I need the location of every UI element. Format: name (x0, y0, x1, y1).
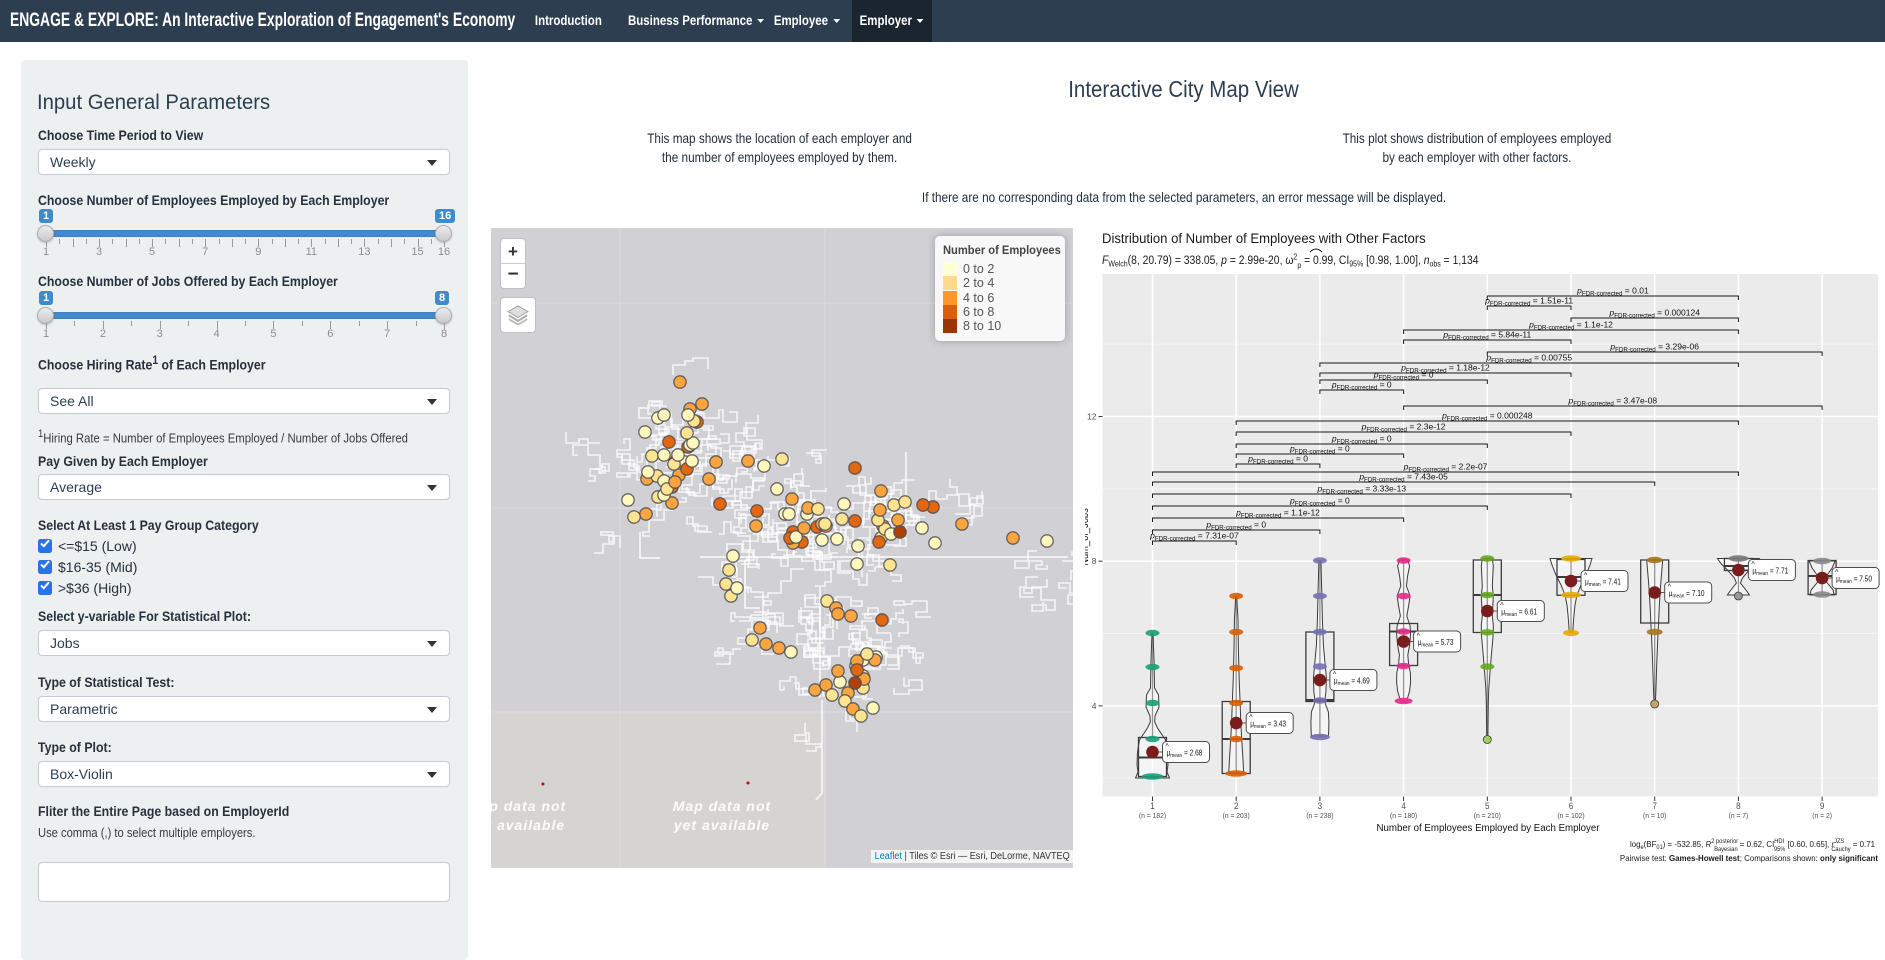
svg-text:pFDR-corrected = 0: pFDR-corrected = 0 (1205, 520, 1266, 532)
svg-text:(n = 10): (n = 10) (1643, 812, 1666, 820)
svg-text:Pairwise test: Games-Howell te: Pairwise test: Games-Howell test; Compar… (1620, 854, 1878, 863)
svg-text:Number of Employees Employed b: Number of Employees Employed by Each Emp… (1376, 823, 1600, 834)
svg-text:(n = 2): (n = 2) (1812, 812, 1832, 820)
svg-text:pFDR-corrected = 5.84e-11: pFDR-corrected = 5.84e-11 (1442, 330, 1531, 342)
svg-text:pFDR-corrected = 7.43e-05: pFDR-corrected = 7.43e-05 (1358, 472, 1448, 484)
svg-text:^: ^ (1835, 570, 1839, 577)
svg-text:pFDR-corrected = 7.31e-07: pFDR-corrected = 7.31e-07 (1149, 531, 1239, 543)
svg-text:^: ^ (1668, 584, 1672, 591)
svg-text:FWelch(8, 20.79) = 338.05, p =: FWelch(8, 20.79) = 338.05, p = 2.99e-20,… (1102, 252, 1478, 270)
svg-text:Num_of_Jobs: Num_of_Jobs (1085, 508, 1091, 566)
svg-text:μmean = 7.10: μmean = 7.10 (1669, 588, 1705, 599)
svg-text:pFDR-corrected = 0.00755: pFDR-corrected = 0.00755 (1485, 353, 1572, 365)
svg-text:yet available: yet available (673, 817, 770, 833)
svg-text:(n = 102): (n = 102) (1557, 812, 1584, 820)
svg-text:^: ^ (1249, 715, 1253, 722)
svg-text:pFDR-corrected = 0: pFDR-corrected = 0 (1289, 444, 1350, 456)
svg-text:μmean = 4.69: μmean = 4.69 (1334, 676, 1370, 687)
svg-text:7: 7 (1652, 801, 1657, 812)
svg-text:^: ^ (1584, 573, 1588, 580)
svg-text:(n = 180): (n = 180) (1390, 812, 1417, 820)
svg-text:pFDR-corrected = 1.1e-12: pFDR-corrected = 1.1e-12 (1528, 320, 1613, 332)
svg-text:(n = 182): (n = 182) (1139, 812, 1166, 820)
svg-text:3: 3 (1318, 801, 1323, 812)
svg-text:^: ^ (1333, 672, 1337, 679)
svg-text:(n = 210): (n = 210) (1474, 812, 1501, 820)
svg-text:pFDR-corrected = 0.000248: pFDR-corrected = 0.000248 (1441, 411, 1533, 423)
svg-text:pFDR-corrected = 1.1e-12: pFDR-corrected = 1.1e-12 (1235, 508, 1320, 520)
svg-text:μmean = 2.68: μmean = 2.68 (1167, 748, 1203, 759)
svg-text:^: ^ (1166, 744, 1170, 751)
svg-text:pFDR-corrected = 2.2e-07: pFDR-corrected = 2.2e-07 (1403, 462, 1488, 474)
svg-text:^: ^ (1417, 633, 1421, 640)
svg-text:pFDR-corrected = 3.47e-08: pFDR-corrected = 3.47e-08 (1568, 396, 1658, 408)
svg-text:pFDR-corrected = 3.29e-06: pFDR-corrected = 3.29e-06 (1609, 342, 1699, 354)
svg-text:(n = 7): (n = 7) (1729, 812, 1749, 820)
svg-text:pFDR-corrected = 3.33e-13: pFDR-corrected = 3.33e-13 (1317, 484, 1407, 496)
svg-text:μmean = 6.61: μmean = 6.61 (1501, 607, 1537, 618)
svg-text:2: 2 (1234, 801, 1239, 812)
svg-text:(n = 238): (n = 238) (1306, 812, 1333, 820)
svg-text:loge(BF01) = -532.85, R2 poste: loge(BF01) = -532.85, R2 posterior Bayesi… (1630, 839, 1875, 853)
svg-text:pFDR-corrected = 1.18e-12: pFDR-corrected = 1.18e-12 (1400, 363, 1490, 375)
svg-text:Map data not: Map data not (673, 798, 772, 814)
svg-text:^: ^ (1751, 562, 1755, 569)
svg-text:μmean = 7.71: μmean = 7.71 (1752, 566, 1788, 577)
svg-text:μmean = 7.41: μmean = 7.41 (1585, 577, 1621, 588)
svg-text:5: 5 (1485, 801, 1490, 812)
svg-text:pFDR-corrected = 0: pFDR-corrected = 0 (1373, 370, 1434, 382)
svg-text:4: 4 (1092, 701, 1097, 711)
svg-text:8: 8 (1736, 801, 1741, 812)
svg-text:pFDR-corrected = 0.01: pFDR-corrected = 0.01 (1576, 286, 1649, 298)
svg-text:1: 1 (1150, 801, 1155, 812)
svg-text:Map data not: Map data not (491, 798, 566, 814)
svg-text:pFDR-corrected = 2.3e-12: pFDR-corrected = 2.3e-12 (1361, 422, 1446, 434)
svg-text:8: 8 (1092, 556, 1097, 566)
svg-text:pFDR-corrected = 0: pFDR-corrected = 0 (1331, 434, 1392, 446)
svg-text:pFDR-corrected = 0.000124: pFDR-corrected = 0.000124 (1608, 308, 1700, 320)
svg-text:pFDR-corrected = 0: pFDR-corrected = 0 (1331, 380, 1392, 392)
svg-text:12: 12 (1087, 412, 1097, 422)
svg-text:μmean = 5.73: μmean = 5.73 (1418, 637, 1454, 648)
svg-text:μmean = 7.50: μmean = 7.50 (1836, 574, 1872, 585)
svg-text:4: 4 (1401, 801, 1406, 812)
svg-text:6: 6 (1569, 801, 1574, 812)
svg-text:9: 9 (1820, 801, 1825, 812)
svg-text:^: ^ (1500, 603, 1504, 610)
svg-text:pFDR-corrected = 0: pFDR-corrected = 0 (1289, 496, 1350, 508)
svg-text:Distribution of Number of Empl: Distribution of Number of Employees with… (1102, 231, 1426, 246)
svg-text:yet available: yet available (491, 817, 565, 833)
svg-text:pFDR-corrected = 0: pFDR-corrected = 0 (1247, 454, 1308, 466)
svg-text:pFDR-corrected = 1.51e-11: pFDR-corrected = 1.51e-11 (1484, 296, 1573, 308)
svg-text:(n = 203): (n = 203) (1223, 812, 1250, 820)
svg-text:μmean = 3.43: μmean = 3.43 (1250, 719, 1286, 730)
